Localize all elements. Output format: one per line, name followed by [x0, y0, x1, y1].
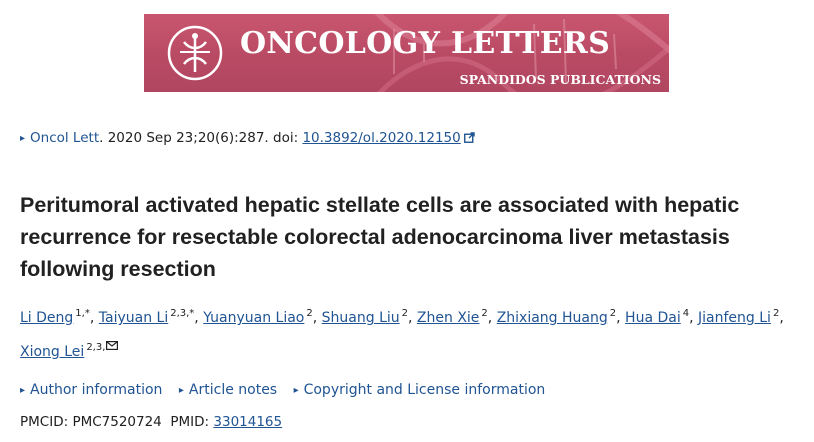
- doi-link[interactable]: 10.3892/ol.2020.12150: [302, 130, 461, 146]
- author-affiliation: 2: [481, 308, 488, 319]
- triangle-right-icon: ▸: [178, 385, 184, 396]
- article-identifiers: PMCID: PMC7520724 PMID: 33014165: [20, 414, 282, 430]
- pmid-link[interactable]: 33014165: [213, 414, 283, 430]
- author-affiliation: 2,3,: [86, 342, 106, 353]
- journal-emblem-icon: [167, 25, 223, 81]
- author-link[interactable]: Hua Dai: [625, 310, 681, 326]
- author-affiliation: 4: [682, 308, 690, 319]
- external-link-icon[interactable]: [463, 132, 475, 143]
- publisher-name: SPANDIDOS PUBLICATIONS: [459, 72, 661, 87]
- article-info-links: ▸ Author information ▸ Article notes ▸ Copy…: [20, 382, 557, 398]
- author-link[interactable]: Zhixiang Huang: [496, 310, 608, 326]
- author-affiliation: 2: [401, 308, 409, 319]
- author-affiliation: 1,*: [75, 308, 90, 319]
- author-link[interactable]: Shuang Liu: [321, 310, 400, 326]
- pmcid-label: PMCID:: [20, 414, 73, 430]
- author-link[interactable]: Xiong Lei: [20, 344, 85, 360]
- author-affiliation: 2: [306, 308, 313, 319]
- article-title: Peritumoral activated hepatic stellate c…: [20, 193, 740, 281]
- author-link[interactable]: Zhen Xie: [416, 310, 480, 326]
- mail-icon[interactable]: [106, 341, 119, 350]
- author-information-toggle[interactable]: ▸ Author information: [20, 382, 163, 398]
- citation-details: . 2020 Sep 23;20(6):287. doi:: [99, 130, 303, 146]
- citation-line: ▸ Oncol Lett. 2020 Sep 23;20(6):287. doi:…: [20, 130, 475, 146]
- copyright-license-toggle[interactable]: ▸ Copyright and License information: [293, 382, 546, 398]
- pmcid-value: PMC7520724: [72, 414, 162, 430]
- author-link[interactable]: Yuanyuan Liao: [203, 310, 305, 326]
- triangle-right-icon: ▸: [20, 133, 26, 144]
- author-list: Li Deng 1,*, Taiyuan Li 2,3,*, Yuanyuan Li…: [20, 308, 784, 360]
- journal-banner[interactable]: ONCOLOGY LETTERS SPANDIDOS PUBLICATIONS: [144, 14, 669, 92]
- article-notes-toggle[interactable]: ▸ Article notes: [178, 382, 278, 398]
- pmid-label: PMID:: [170, 414, 214, 430]
- author-affiliation: 2: [772, 308, 780, 319]
- triangle-right-icon: ▸: [20, 385, 26, 396]
- author-link[interactable]: Jianfeng Li: [698, 310, 771, 326]
- dna-helix-decoration: [374, 14, 669, 92]
- author-link[interactable]: Li Deng: [20, 310, 74, 326]
- triangle-right-icon: ▸: [293, 385, 299, 396]
- author-affiliation: 2: [609, 308, 617, 319]
- journal-link[interactable]: Oncol Lett: [30, 130, 100, 146]
- journal-name: ONCOLOGY LETTERS: [240, 26, 611, 61]
- author-affiliation: 2,3,*: [170, 308, 195, 319]
- author-link[interactable]: Taiyuan Li: [98, 310, 169, 326]
